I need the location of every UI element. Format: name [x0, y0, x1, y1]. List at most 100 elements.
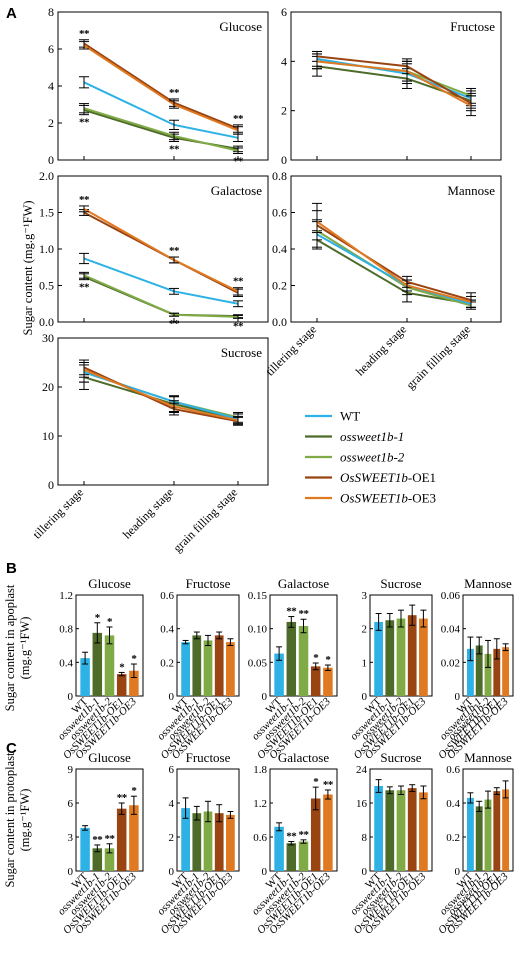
- significance-marker: **: [169, 318, 180, 330]
- b-ylabel-line2: (mg.g⁻¹FW): [18, 617, 32, 680]
- significance-marker: **: [79, 194, 90, 206]
- chart-title: Mannose: [464, 576, 512, 591]
- y-tick-label: 0.6: [446, 764, 460, 776]
- bar: [92, 848, 103, 871]
- significance-marker: **: [233, 320, 244, 332]
- significance-marker: **: [323, 779, 334, 791]
- bar: [181, 642, 190, 696]
- panel-letter-b: B: [6, 560, 17, 577]
- significance-marker: **: [286, 831, 297, 843]
- y-tick-label: 0.6: [160, 590, 174, 602]
- c-ylabel-line1: Sugar content in protoplast: [3, 752, 17, 888]
- chart-a-fructose: 0 2 4 6 Fructose: [281, 5, 502, 167]
- legend-item: OsSWEET1b-OE3: [305, 491, 436, 506]
- y-tick-label: 20: [42, 380, 54, 394]
- bar: [419, 792, 428, 871]
- bar: [226, 814, 235, 871]
- bar: [475, 806, 483, 871]
- y-tick-label: 0.4: [59, 657, 73, 669]
- chart-title: Galactose: [278, 750, 329, 765]
- significance-marker: *: [313, 652, 319, 664]
- bar: [484, 653, 492, 696]
- y-tick-label: 0: [68, 866, 74, 878]
- y-tick-label: 0.02: [441, 657, 460, 669]
- legend-label: WT: [340, 409, 360, 424]
- legend-label: ossweet1b-2: [340, 450, 405, 465]
- y-tick-label: 2: [281, 104, 287, 118]
- series-line: [316, 224, 472, 302]
- bar: [396, 790, 406, 871]
- legend-label: OsSWEET1b-OE1: [340, 470, 436, 485]
- significance-marker: *: [119, 661, 125, 673]
- bar: [286, 843, 297, 871]
- y-tick-label: 0: [48, 478, 54, 492]
- series-line: [83, 275, 239, 318]
- b-ylabel-line1: Sugar content in apoplast: [3, 584, 17, 711]
- bar: [396, 618, 406, 696]
- chart-title: Fructose: [450, 19, 495, 34]
- legend-item: OsSWEET1b-OE1: [305, 470, 436, 485]
- bar: [214, 635, 224, 696]
- y-tick-label: 2: [48, 116, 54, 130]
- chart-b-sucrose: 0123SucroseWTossweet1b-1ossweet1b-2OsSWE…: [348, 576, 433, 762]
- chart-a-galactose: 0.0 0.5 1.0 1.5 2.0 Galactose ** ** ** ** ** **: [39, 169, 269, 332]
- y-tick-label: 0: [262, 691, 268, 703]
- y-tick-label: 0: [262, 866, 268, 878]
- legend-label-italic: OsSWEET1b: [340, 470, 408, 485]
- series-line: [83, 207, 239, 293]
- y-tick-label: 0.8: [59, 624, 73, 636]
- bar: [274, 826, 284, 871]
- legend-item: ossweet1b-1: [305, 429, 404, 444]
- significance-marker: *: [131, 653, 137, 665]
- y-tick-label: 0.4: [446, 798, 460, 810]
- chart-title: Galactose: [211, 183, 262, 198]
- bar: [80, 827, 90, 871]
- chart-title: Glucose: [88, 576, 131, 591]
- significance-marker: **: [117, 792, 128, 804]
- bar: [466, 797, 474, 871]
- y-tick-label: 0.10: [248, 624, 268, 636]
- bar: [129, 670, 139, 696]
- legend-label-italic: ossweet1b-2: [340, 450, 405, 465]
- bar: [203, 640, 213, 696]
- y-tick-label: 0.6: [253, 832, 267, 844]
- y-tick-label: 0.0: [272, 315, 287, 329]
- significance-marker: **: [169, 144, 180, 156]
- significance-marker: **: [286, 606, 297, 618]
- series-line: [316, 60, 472, 107]
- legend-label-suffix: -OE3: [408, 491, 436, 506]
- y-tick-label: 0: [281, 153, 287, 167]
- bar: [374, 786, 383, 871]
- bar: [80, 658, 90, 696]
- y-tick-label: 6: [48, 42, 54, 56]
- bar: [274, 653, 284, 696]
- chart-c-sucrose: 081624SucroseWTossweet1b-1ossweet1b-2OsS…: [348, 750, 433, 937]
- bar: [92, 632, 103, 696]
- legend-label-suffix: -OE1: [408, 470, 436, 485]
- bar: [407, 615, 417, 696]
- significance-marker: *: [313, 776, 319, 788]
- bar: [104, 848, 115, 871]
- bar: [493, 648, 501, 696]
- x-category-label: grain filling stage: [403, 322, 473, 392]
- bar: [407, 788, 417, 871]
- y-tick-label: 0.5: [39, 279, 54, 293]
- y-tick-label: 1: [362, 657, 368, 669]
- bar: [298, 625, 309, 696]
- y-tick-label: 2.0: [39, 169, 54, 183]
- legend-label-suffix: WT: [340, 409, 360, 424]
- y-tick-label: 0.6: [272, 206, 287, 220]
- significance-marker: *: [325, 654, 331, 666]
- plot-frame: [290, 11, 502, 161]
- significance-marker: **: [79, 282, 90, 294]
- legend-label-italic: ossweet1b-1: [340, 429, 404, 444]
- bar: [214, 813, 224, 871]
- chart-c-mannose: 00.20.40.6MannoseWTossweet1b-1ossweet1b-…: [436, 750, 514, 937]
- y-tick-label: 6: [281, 5, 287, 19]
- chart-b-glucose: 00.40.81.2GlucoseWT*ossweet1b-1*ossweet1…: [55, 576, 144, 762]
- bar: [502, 647, 510, 696]
- bar: [493, 791, 501, 871]
- y-tick-label: 0.2: [446, 832, 460, 844]
- y-tick-label: 8: [48, 5, 54, 19]
